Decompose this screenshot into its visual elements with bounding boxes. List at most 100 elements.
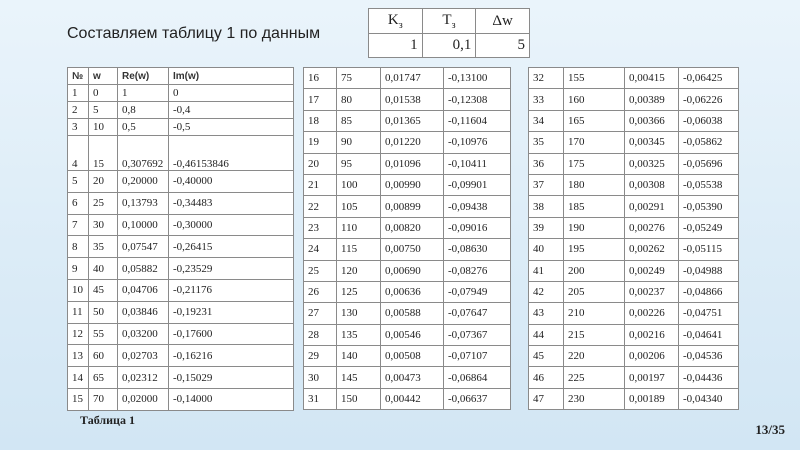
cell: 0,00690 (380, 259, 444, 282)
row: 5 20 0,20000 -0,40000 (67, 170, 294, 193)
cell: 16 (303, 66, 337, 90)
cell: 0,01538 (380, 88, 444, 111)
cell: 26 (303, 280, 337, 304)
cell: 0,00415 (624, 66, 679, 90)
cell: 0,04706 (117, 278, 169, 302)
cell: 0,00899 (380, 195, 444, 218)
row: 39 190 0,00276 -0,05249 (528, 216, 739, 240)
cell: 17 (303, 88, 337, 111)
cell: 12 (67, 322, 89, 346)
cell: 95 (336, 152, 381, 175)
cell: -0,26415 (168, 235, 294, 259)
header-main: T (442, 11, 452, 28)
cell: 24 (303, 238, 337, 261)
cell: 0,10000 (117, 213, 169, 237)
cell: 0,00276 (624, 216, 679, 240)
cell: 11 (67, 300, 89, 324)
cell: 140 (336, 345, 381, 368)
cell: 145 (336, 366, 381, 389)
cell: 0,00820 (380, 216, 444, 240)
row: 47 230 0,00189 -0,04340 (528, 387, 739, 411)
cell: 0,00197 (624, 366, 679, 389)
cell: 38 (528, 195, 564, 218)
cell: 65 (88, 366, 118, 389)
cell: 80 (336, 88, 381, 111)
row: 44 215 0,00216 -0,04641 (528, 323, 739, 347)
cell: -0,04340 (678, 387, 739, 411)
cell: 0,00189 (624, 387, 679, 411)
row: 40 195 0,00262 -0,05115 (528, 238, 739, 261)
cell: -0,05696 (678, 152, 739, 175)
table-caption: Таблица 1 (80, 413, 135, 427)
slide-title: Составляем таблицу 1 по данным (67, 25, 321, 42)
cell: -0,05115 (678, 238, 739, 261)
cell: -0,23529 (168, 257, 294, 280)
row: 8 35 0,07547 -0,26415 (67, 235, 294, 259)
cell: 0,01365 (380, 109, 444, 133)
cell: 0,13793 (117, 191, 169, 215)
header-cell: Δw (475, 8, 530, 34)
cell: 60 (88, 344, 118, 368)
row: 15 70 0,02000 -0,14000 (67, 387, 294, 411)
cell: 21 (303, 173, 337, 197)
cell: -0,04751 (678, 302, 739, 325)
cell: -0,12308 (443, 88, 511, 111)
cell: 31 (303, 387, 337, 411)
cell: -0,09901 (443, 173, 511, 197)
cell: 4 (67, 135, 89, 171)
cell: -0,14000 (168, 387, 294, 411)
cell: 0,00206 (624, 345, 679, 368)
row: 29 140 0,00508 -0,07107 (303, 345, 511, 368)
cell: 14 (67, 366, 89, 389)
row: 36 175 0,00325 -0,05696 (528, 152, 739, 175)
cell: 0,00508 (380, 345, 444, 368)
cell: 0,00249 (624, 259, 679, 282)
cell: 44 (528, 323, 564, 347)
cell: 0,5 (117, 118, 169, 136)
page-number: 13/35 (755, 422, 785, 437)
cell: 3 (67, 118, 89, 136)
cell: -0,09016 (443, 216, 511, 240)
row: 23 110 0,00820 -0,09016 (303, 216, 511, 240)
cell: 5 (475, 33, 530, 58)
row: 25 120 0,00690 -0,08276 (303, 259, 511, 282)
cell: 185 (563, 195, 625, 218)
cell: 39 (528, 216, 564, 240)
cell: 30 (88, 213, 118, 237)
cell: 10 (88, 118, 118, 136)
row: 19 90 0,01220 -0,10976 (303, 131, 511, 154)
cell: 0,02703 (117, 344, 169, 368)
cell: 0,00442 (380, 387, 444, 411)
cell: -0,07949 (443, 280, 511, 304)
row: 24 115 0,00750 -0,08630 (303, 238, 511, 261)
cell: 46 (528, 366, 564, 389)
cell: 40 (88, 257, 118, 280)
cell: 18 (303, 109, 337, 133)
cell: -0,10411 (443, 152, 511, 175)
cell: -0,04866 (678, 280, 739, 304)
cell: 200 (563, 259, 625, 282)
cell: -0,4 (168, 101, 294, 119)
cell: 0,00308 (624, 173, 679, 197)
cell: 215 (563, 323, 625, 347)
cell: -0,11604 (443, 109, 511, 133)
cell: 100 (336, 173, 381, 197)
cell: 13 (67, 344, 89, 368)
row: 33 160 0,00389 -0,06226 (528, 88, 739, 111)
cell: -0,15029 (168, 366, 294, 389)
cell: 0,8 (117, 101, 169, 119)
cell: 150 (336, 387, 381, 411)
cell: 15 (88, 135, 118, 171)
cell: 0,00226 (624, 302, 679, 325)
header-sub: з (398, 19, 403, 31)
cell: 55 (88, 322, 118, 346)
cell: -0,08630 (443, 238, 511, 261)
cell: 0,20000 (117, 170, 169, 193)
cell: 0,00636 (380, 280, 444, 304)
cell: 33 (528, 88, 564, 111)
cell: 85 (336, 109, 381, 133)
header-cell: Im(w) (168, 67, 294, 85)
header-cell: № (67, 67, 89, 85)
row: 10 45 0,04706 -0,21176 (67, 278, 294, 302)
cell: -0,17600 (168, 322, 294, 346)
